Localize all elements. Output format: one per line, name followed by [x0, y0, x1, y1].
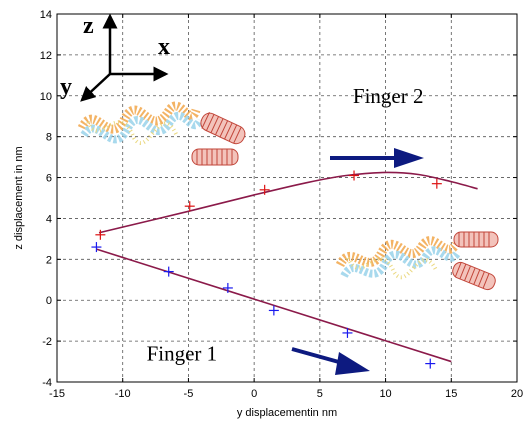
- annotation-finger-2: Finger 2: [353, 84, 424, 108]
- finger-1-direction-arrow: [291, 347, 370, 375]
- finger-1-point: [91, 242, 102, 253]
- y-tick-label: -2: [42, 336, 52, 348]
- molecule-illustration-top: [77, 101, 246, 166]
- x-axis-label: y displacementin nm: [237, 407, 337, 419]
- x-tick-label: 15: [445, 388, 457, 400]
- y-tick-label: 8: [46, 132, 52, 144]
- y-axis-label: z displacement in nm: [13, 146, 25, 249]
- direction-arrows: [291, 148, 424, 375]
- grid-lines: [57, 14, 517, 382]
- nanotube-bottom-2: [452, 261, 496, 291]
- x-tick-label: 0: [251, 388, 257, 400]
- nanotube-bottom-1: [453, 231, 499, 248]
- x-tick-label: 20: [511, 388, 523, 400]
- finger-2-point: [184, 201, 195, 212]
- x-tick-label: 10: [379, 388, 391, 400]
- finger-2-point: [95, 229, 106, 240]
- x-tick-label: -10: [115, 388, 131, 400]
- y-tick-label: 0: [46, 295, 52, 307]
- coordinate-axes-inset: z x y: [60, 13, 170, 102]
- x-tick-label: -5: [184, 388, 194, 400]
- y-tick-label: 14: [40, 9, 52, 21]
- finger-2-fit-line: [98, 171, 478, 234]
- y-tick-label: 12: [40, 50, 52, 62]
- finger-1-point: [342, 327, 353, 338]
- nanotube-top-2: [191, 148, 239, 166]
- fit-curves: [96, 171, 478, 363]
- y-tick-label: 6: [46, 173, 52, 185]
- inset-z-label: z: [83, 13, 94, 39]
- finger-2-point: [259, 184, 270, 195]
- nanotube-top-1: [200, 112, 246, 145]
- finger-1-fit-line: [96, 248, 452, 363]
- finger-1-point: [163, 266, 174, 277]
- finger-2-point: [349, 170, 360, 181]
- x-tick-label: -15: [49, 388, 65, 400]
- finger-2-direction-arrow: [330, 148, 424, 168]
- inset-y-label: y: [60, 74, 72, 100]
- y-tick-label: 4: [46, 213, 52, 225]
- data-points: [91, 170, 442, 369]
- finger-1-point: [268, 305, 279, 316]
- y-tick-label: 2: [46, 254, 52, 266]
- x-tick-label: 5: [317, 388, 323, 400]
- plot-frame: [56, 13, 518, 383]
- inset-x-label: x: [158, 34, 170, 60]
- y-tick-label: 10: [40, 91, 52, 103]
- molecule-illustration-bottom: [335, 231, 499, 291]
- annotation-finger-1: Finger 1: [147, 341, 218, 365]
- y-tick-label: -4: [42, 377, 52, 389]
- tick-labels: -15 -10 -5 0 5 10 15 20 -4 -2 0 2 4 6 8 10 12 14: [40, 9, 523, 400]
- finger-1-point: [425, 358, 436, 369]
- plot-area: [57, 14, 517, 382]
- finger-1-point: [222, 282, 233, 293]
- finger-2-point: [431, 178, 442, 189]
